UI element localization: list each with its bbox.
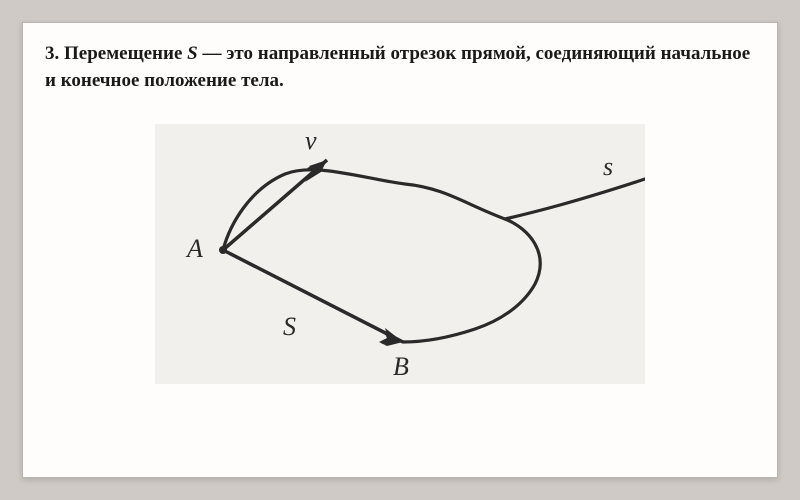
definition-prefix: 3. Перемещение: [45, 43, 187, 64]
label-a: A: [187, 234, 203, 264]
label-v: v: [305, 126, 317, 156]
diagram-svg: [155, 124, 645, 384]
diagram-container: v s A B S: [45, 124, 755, 384]
velocity-vector: [223, 160, 327, 250]
displacement-vector: [223, 250, 403, 342]
trajectory-path: [223, 170, 540, 342]
label-b: B: [393, 352, 409, 382]
definition-text: 3. Перемещение S — это направленный отре…: [45, 41, 755, 94]
definition-symbol: S: [187, 43, 198, 64]
point-a-dot: [219, 246, 227, 254]
physics-diagram: v s A B S: [155, 124, 645, 384]
label-big-s: S: [283, 312, 296, 342]
label-s: s: [603, 152, 613, 182]
content-card: 3. Перемещение S — это направленный отре…: [22, 22, 778, 478]
s-branch-path: [505, 179, 645, 219]
